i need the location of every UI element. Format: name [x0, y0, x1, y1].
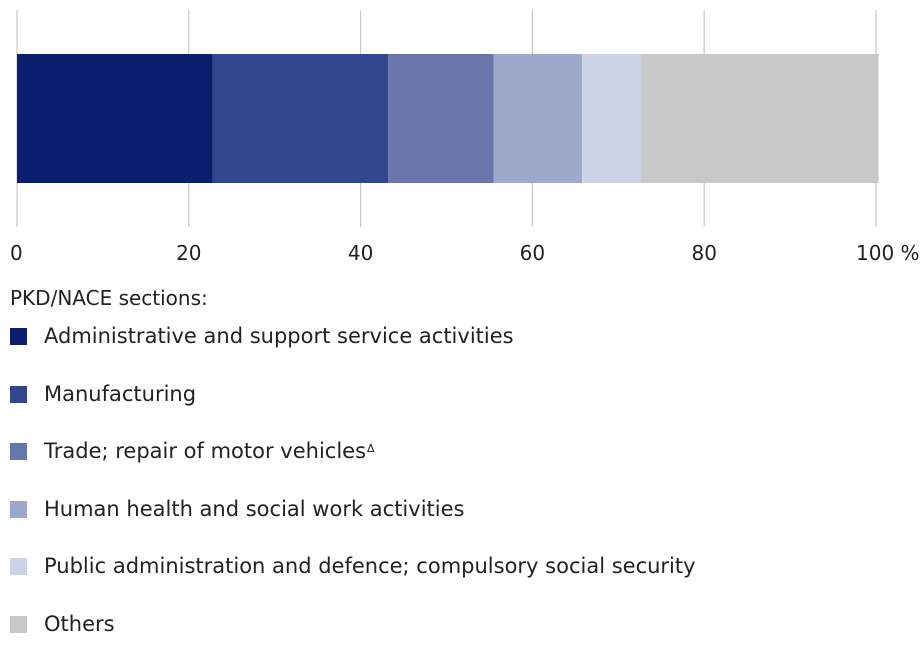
legend: Administrative and support service activ…	[10, 318, 696, 663]
legend-swatch	[10, 558, 27, 575]
legend-item: Trade; repair of motor vehiclesΔ	[10, 433, 696, 491]
legend-item: Human health and social work activities	[10, 491, 696, 549]
x-tick-label: 40	[348, 241, 373, 265]
bar-segment	[582, 54, 641, 183]
legend-swatch	[10, 616, 27, 633]
x-axis-tick-labels: 0 20 40 60 80 100 %	[10, 241, 920, 265]
legend-item: Administrative and support service activ…	[10, 318, 696, 376]
legend-swatch	[10, 328, 27, 345]
bar-segment	[17, 54, 213, 183]
bar-segment	[494, 54, 582, 183]
legend-label: Trade; repair of motor vehiclesΔ	[44, 433, 375, 469]
x-tick-label: 100 %	[856, 241, 920, 265]
x-tick-label: 20	[176, 241, 201, 265]
legend-swatch	[10, 443, 27, 460]
x-tick-label: 0	[10, 241, 23, 265]
stacked-bar-chart: 0 20 40 60 80 100 %	[0, 0, 921, 280]
stacked-bar	[17, 54, 879, 183]
legend-swatch	[10, 501, 27, 518]
legend-item: Manufacturing	[10, 376, 696, 434]
legend-label: Public administration and defence; compu…	[44, 548, 696, 584]
legend-label: Others	[44, 606, 115, 642]
legend-title: PKD/NACE sections:	[10, 286, 208, 310]
bar-segment	[388, 54, 494, 183]
legend-label: Human health and social work activities	[44, 491, 464, 527]
legend-item: Others	[10, 606, 696, 663]
bar-segment	[641, 54, 878, 183]
footnote-superscript: Δ	[367, 442, 375, 455]
legend-item: Public administration and defence; compu…	[10, 548, 696, 606]
legend-label: Administrative and support service activ…	[44, 318, 514, 354]
x-tick-label: 80	[691, 241, 716, 265]
legend-label: Manufacturing	[44, 376, 196, 412]
x-tick-label: 60	[520, 241, 545, 265]
bar-segment	[213, 54, 388, 183]
legend-swatch	[10, 386, 27, 403]
